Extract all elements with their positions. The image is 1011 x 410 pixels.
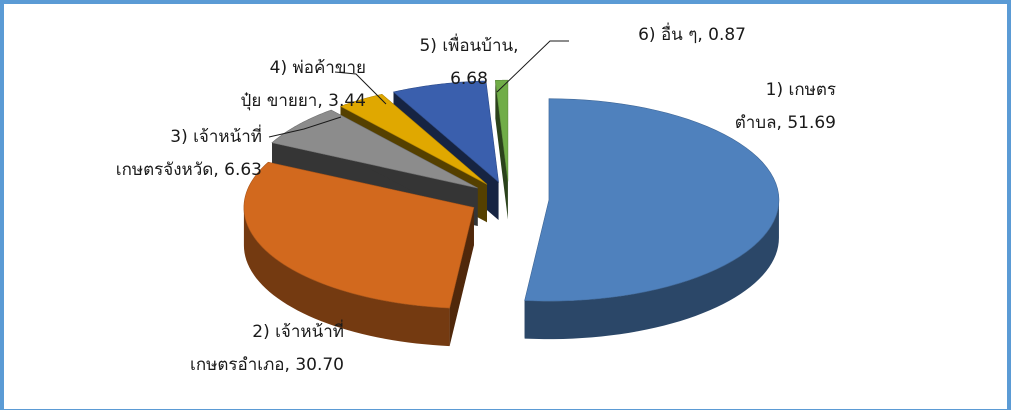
pie-slice-5-top [392, 80, 499, 183]
pie-slice-1-wall [524, 199, 779, 340]
pie-slice-2-top [243, 161, 475, 309]
pie-slice-3-top [271, 109, 478, 189]
data-label-1: 1) เกษตรตำบล, 51.69 [735, 80, 836, 133]
pie-slice-6 [495, 79, 509, 220]
pie-slice-2 [243, 161, 475, 347]
data-label-5-line-1: 5) เพื่อนบ้าน, [419, 33, 518, 56]
data-label-1-line-1: 1) เกษตร [766, 80, 836, 100]
data-label-6-line-1: 6) อื่น ๆ, 0.87 [638, 22, 746, 45]
pie-slice-1 [524, 98, 780, 340]
data-label-5-line-2: 6.68 [450, 69, 488, 89]
data-label-2-line-1: 2) เจ้าหน้าที่ [252, 319, 344, 342]
pie-slice-6-side [495, 80, 508, 220]
data-label-4-line-1: 4) พ่อค้าขาย [270, 58, 366, 78]
pie-chart: 1) เกษตรตำบล, 51.69 2) เจ้าหน้าที่เกษตรอำ… [116, 22, 836, 375]
pie-slice-2-wall [243, 207, 450, 347]
leader-line-6 [496, 40, 569, 93]
data-label-1-line-2: ตำบล, 51.69 [735, 113, 836, 133]
pie-slice-4-top [339, 93, 488, 185]
data-label-6: 6) อื่น ๆ, 0.87 [638, 22, 746, 45]
data-label-4: 4) พ่อค้าขายปุ๋ย ขายยา, 3.44 [241, 58, 366, 111]
data-label-5: 5) เพื่อนบ้าน, 6.68 [419, 33, 518, 89]
data-label-4-line-2: ปุ๋ย ขายยา, 3.44 [241, 91, 366, 111]
data-label-2: 2) เจ้าหน้าที่เกษตรอำเภอ, 30.70 [190, 319, 344, 375]
data-label-3: 3) เจ้าหน้าที่เกษตรจังหวัด, 6.63 [116, 124, 262, 180]
pie-slices [243, 79, 780, 347]
pie-slice-1-top [524, 98, 780, 302]
leader-lines [268, 40, 569, 138]
leader-line-4 [334, 71, 387, 105]
pie-slice-6-top [495, 79, 509, 182]
data-label-3-line-2: เกษตรจังหวัด, 6.63 [116, 160, 262, 180]
data-label-3-line-1: 3) เจ้าหน้าที่ [170, 124, 262, 147]
data-label-2-line-2: เกษตรอำเภอ, 30.70 [190, 355, 344, 375]
data-labels: 1) เกษตรตำบล, 51.69 2) เจ้าหน้าที่เกษตรอำ… [116, 22, 836, 375]
leader-line-3 [268, 116, 342, 138]
